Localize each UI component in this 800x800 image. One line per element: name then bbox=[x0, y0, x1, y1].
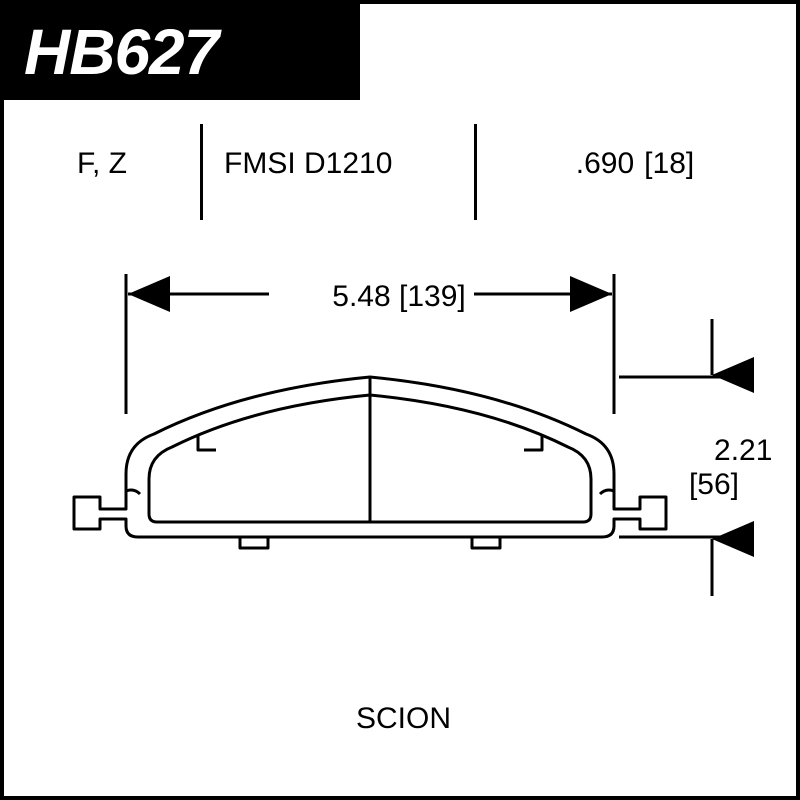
technical-svg bbox=[44, 264, 764, 694]
page-frame: HB627 F, Z FMSI D1210 .690 [18] 5.48 [13… bbox=[0, 0, 800, 800]
spec-row: F, Z FMSI D1210 .690 [18] bbox=[4, 124, 796, 204]
part-number: HB627 bbox=[24, 15, 218, 89]
pad-outline bbox=[74, 377, 666, 548]
drawing-area: 5.48 [139] 2.21[56] bbox=[44, 264, 764, 694]
spec-thickness-mm: [18] bbox=[644, 147, 694, 181]
dim-height bbox=[619, 319, 754, 596]
spec-fmsi-text: FMSI D1210 bbox=[224, 147, 392, 181]
spec-thickness: .690 [18] bbox=[474, 124, 796, 204]
spec-compounds: F, Z bbox=[4, 124, 200, 204]
spec-fmsi: FMSI D1210 bbox=[200, 124, 474, 204]
header-bar: HB627 bbox=[4, 4, 360, 100]
vehicle-label: SCION bbox=[356, 702, 451, 736]
vehicle-text: SCION bbox=[356, 702, 451, 735]
spec-compounds-text: F, Z bbox=[77, 147, 127, 181]
spec-thickness-in: .690 bbox=[576, 147, 634, 181]
